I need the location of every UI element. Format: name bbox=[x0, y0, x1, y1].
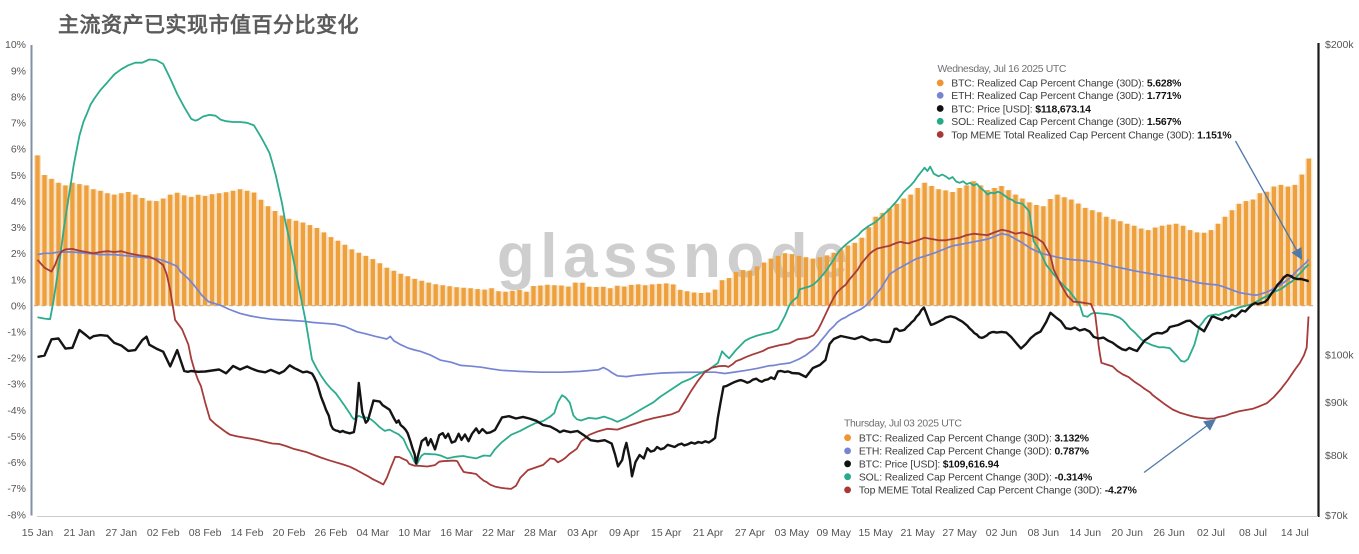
svg-text:ETH: Realized Cap Percent Chan: ETH: Realized Cap Percent Change (30D): … bbox=[859, 447, 1089, 458]
svg-text:Thursday, Jul 03 2025 UTC: Thursday, Jul 03 2025 UTC bbox=[844, 418, 962, 429]
svg-text:9%: 9% bbox=[11, 65, 26, 77]
svg-text:$70k: $70k bbox=[1325, 510, 1349, 522]
svg-text:SOL: Realized Cap Percent Chan: SOL: Realized Cap Percent Change (30D): … bbox=[951, 117, 1181, 128]
svg-text:27 Apr: 27 Apr bbox=[735, 527, 766, 539]
svg-text:28 Mar: 28 Mar bbox=[524, 527, 557, 539]
svg-text:-2%: -2% bbox=[7, 353, 26, 365]
svg-text:26 Feb: 26 Feb bbox=[315, 527, 348, 539]
svg-text:02 Feb: 02 Feb bbox=[147, 527, 180, 539]
svg-text:BTC: Price [USD]: $109,616.94: BTC: Price [USD]: $109,616.94 bbox=[859, 460, 999, 471]
svg-text:04 Mar: 04 Mar bbox=[356, 527, 389, 539]
svg-text:ETH: Realized Cap Percent Chan: ETH: Realized Cap Percent Change (30D): … bbox=[951, 91, 1181, 102]
svg-text:4%: 4% bbox=[11, 196, 26, 208]
svg-text:5%: 5% bbox=[11, 170, 26, 182]
svg-text:20 Feb: 20 Feb bbox=[273, 527, 306, 539]
svg-text:26 Jun: 26 Jun bbox=[1153, 527, 1185, 539]
svg-text:27 May: 27 May bbox=[942, 527, 977, 539]
svg-text:16 Mar: 16 Mar bbox=[440, 527, 473, 539]
svg-text:02 Jun: 02 Jun bbox=[986, 527, 1018, 539]
svg-text:-3%: -3% bbox=[7, 379, 26, 391]
svg-text:15 May: 15 May bbox=[858, 527, 893, 539]
svg-text:Wednesday, Jul 16 2025 UTC: Wednesday, Jul 16 2025 UTC bbox=[938, 64, 1067, 75]
svg-text:-4%: -4% bbox=[7, 405, 26, 417]
svg-text:-5%: -5% bbox=[7, 431, 26, 443]
svg-text:14 Jun: 14 Jun bbox=[1070, 527, 1102, 539]
svg-text:10 Mar: 10 Mar bbox=[398, 527, 431, 539]
svg-text:-6%: -6% bbox=[7, 457, 26, 469]
svg-text:$200k: $200k bbox=[1325, 39, 1354, 51]
svg-text:1%: 1% bbox=[11, 274, 26, 286]
svg-text:27 Jan: 27 Jan bbox=[106, 527, 138, 539]
svg-text:09 May: 09 May bbox=[817, 527, 852, 539]
svg-text:6%: 6% bbox=[11, 144, 26, 156]
svg-text:20 Jun: 20 Jun bbox=[1111, 527, 1143, 539]
svg-text:glassnode: glassnode bbox=[497, 222, 853, 291]
svg-text:BTC: Realized Cap Percent Chan: BTC: Realized Cap Percent Change (30D): … bbox=[859, 434, 1089, 445]
svg-text:0%: 0% bbox=[11, 300, 26, 312]
svg-text:09 Apr: 09 Apr bbox=[609, 527, 640, 539]
svg-text:-7%: -7% bbox=[7, 483, 26, 495]
svg-text:15 Apr: 15 Apr bbox=[651, 527, 682, 539]
svg-text:-1%: -1% bbox=[7, 327, 26, 339]
svg-text:03 May: 03 May bbox=[775, 527, 810, 539]
svg-text:3%: 3% bbox=[11, 222, 26, 234]
svg-text:$90k: $90k bbox=[1325, 397, 1349, 409]
svg-text:02 Jul: 02 Jul bbox=[1197, 527, 1225, 539]
svg-text:08 Jul: 08 Jul bbox=[1239, 527, 1267, 539]
svg-text:-8%: -8% bbox=[7, 509, 26, 521]
svg-text:08 Feb: 08 Feb bbox=[189, 527, 222, 539]
svg-text:SOL: Realized Cap Percent Chan: SOL: Realized Cap Percent Change (30D): … bbox=[859, 473, 1092, 484]
svg-text:14 Feb: 14 Feb bbox=[231, 527, 264, 539]
svg-text:BTC: Realized Cap Percent Chan: BTC: Realized Cap Percent Change (30D): … bbox=[951, 79, 1181, 90]
svg-text:Top MEME Total Realized Cap Pe: Top MEME Total Realized Cap Percent Chan… bbox=[859, 486, 1137, 497]
svg-text:21 May: 21 May bbox=[900, 527, 935, 539]
svg-text:10%: 10% bbox=[5, 39, 26, 51]
svg-text:08 Jun: 08 Jun bbox=[1028, 527, 1060, 539]
svg-text:03 Apr: 03 Apr bbox=[567, 527, 598, 539]
svg-text:21 Apr: 21 Apr bbox=[693, 527, 724, 539]
svg-text:22 Mar: 22 Mar bbox=[482, 527, 515, 539]
svg-text:14 Jul: 14 Jul bbox=[1281, 527, 1309, 539]
svg-text:15 Jan: 15 Jan bbox=[22, 527, 54, 539]
svg-text:BTC: Price [USD]: $118,673.14: BTC: Price [USD]: $118,673.14 bbox=[951, 104, 1091, 115]
svg-text:21 Jan: 21 Jan bbox=[64, 527, 96, 539]
svg-text:$100k: $100k bbox=[1325, 350, 1354, 362]
svg-text:$80k: $80k bbox=[1325, 450, 1349, 462]
svg-text:Top MEME Total Realized Cap Pe: Top MEME Total Realized Cap Percent Chan… bbox=[951, 130, 1231, 141]
svg-text:2%: 2% bbox=[11, 248, 26, 260]
svg-text:7%: 7% bbox=[11, 118, 26, 130]
svg-text:8%: 8% bbox=[11, 91, 26, 103]
